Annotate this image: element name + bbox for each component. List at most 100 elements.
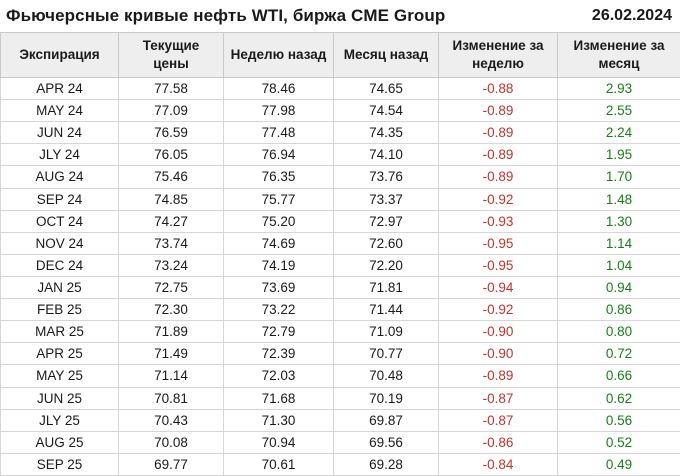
week-ago-cell: 73.69 xyxy=(223,275,334,300)
month-change-cell: 1.48 xyxy=(557,187,680,211)
table-row: JLY 24 76.05 76.94 74.10 -0.89 1.95 xyxy=(0,143,680,167)
month-ago-cell: 74.35 xyxy=(333,121,439,145)
table-row: JLY 25 70.43 71.30 69.87 -0.87 0.56 xyxy=(0,408,680,432)
month-ago-cell: 69.56 xyxy=(333,430,439,454)
month-change-cell: 1.70 xyxy=(557,165,680,189)
week-ago-cell: 70.94 xyxy=(223,430,334,454)
month-change-cell: 0.49 xyxy=(557,452,680,476)
current-price-cell: 70.81 xyxy=(118,386,224,410)
month-ago-cell: 74.10 xyxy=(333,143,439,167)
table-row: JUN 25 70.81 71.68 70.19 -0.87 0.62 xyxy=(0,386,680,410)
current-price-cell: 74.85 xyxy=(118,187,224,211)
week-change-cell: -0.92 xyxy=(438,187,558,211)
month-change-cell: 0.86 xyxy=(557,298,680,322)
week-change-cell: -0.89 xyxy=(438,99,558,123)
expiration-cell: MAY 25 xyxy=(0,364,119,388)
column-header-expiration: Экспирация xyxy=(0,32,119,78)
table-row: SEP 24 74.85 75.77 73.37 -0.92 1.48 xyxy=(0,187,680,211)
week-ago-cell: 71.30 xyxy=(223,408,334,432)
week-change-cell: -0.95 xyxy=(438,253,558,277)
week-change-cell: -0.92 xyxy=(438,298,558,322)
column-header-month-change: Изменение за месяц xyxy=(557,32,680,78)
month-ago-cell: 70.19 xyxy=(333,386,439,410)
expiration-cell: APR 24 xyxy=(0,76,119,101)
week-change-cell: -0.94 xyxy=(438,275,558,300)
month-change-cell: 2.24 xyxy=(557,121,680,145)
month-change-cell: 0.80 xyxy=(557,320,680,344)
current-price-cell: 70.43 xyxy=(118,408,224,432)
week-ago-cell: 74.69 xyxy=(223,231,334,255)
column-header-week-ago: Неделю назад xyxy=(223,32,334,78)
month-change-cell: 0.56 xyxy=(557,408,680,432)
column-header-week-change: Изменение за неделю xyxy=(438,32,558,78)
month-ago-cell: 72.97 xyxy=(333,209,439,233)
expiration-cell: AUG 25 xyxy=(0,430,119,454)
titlebar: Фьючерсные кривые нефть WTI, биржа CME G… xyxy=(0,0,680,32)
futures-table: Экспирация Текущие цены Неделю назад Мес… xyxy=(0,32,680,476)
current-price-cell: 72.30 xyxy=(118,298,224,322)
column-header-current-price: Текущие цены xyxy=(118,32,224,78)
week-change-cell: -0.90 xyxy=(438,320,558,344)
table-row: MAY 25 71.14 72.03 70.48 -0.89 0.66 xyxy=(0,364,680,388)
week-ago-cell: 75.20 xyxy=(223,209,334,233)
report-date: 26.02.2024 xyxy=(591,7,672,24)
month-ago-cell: 72.20 xyxy=(333,253,439,277)
expiration-cell: JUN 24 xyxy=(0,121,119,145)
month-change-cell: 1.95 xyxy=(557,143,680,167)
month-ago-cell: 69.87 xyxy=(333,408,439,432)
current-price-cell: 73.24 xyxy=(118,253,224,277)
table-row: MAR 25 71.89 72.79 71.09 -0.90 0.80 xyxy=(0,320,680,344)
week-ago-cell: 72.39 xyxy=(223,342,334,366)
week-ago-cell: 73.22 xyxy=(223,298,334,322)
month-ago-cell: 71.44 xyxy=(333,298,439,322)
month-ago-cell: 71.09 xyxy=(333,320,439,344)
table-row: AUG 25 70.08 70.94 69.56 -0.86 0.52 xyxy=(0,430,680,454)
month-ago-cell: 70.77 xyxy=(333,342,439,366)
week-change-cell: -0.93 xyxy=(438,209,558,233)
current-price-cell: 71.49 xyxy=(118,342,224,366)
expiration-cell: JLY 25 xyxy=(0,408,119,432)
week-change-cell: -0.87 xyxy=(438,386,558,410)
week-ago-cell: 74.19 xyxy=(223,253,334,277)
column-header-month-ago: Месяц назад xyxy=(333,32,439,78)
expiration-cell: APR 25 xyxy=(0,342,119,366)
week-ago-cell: 77.48 xyxy=(223,121,334,145)
month-ago-cell: 69.28 xyxy=(333,452,439,476)
current-price-cell: 71.89 xyxy=(118,320,224,344)
month-change-cell: 1.14 xyxy=(557,231,680,255)
current-price-cell: 69.77 xyxy=(118,452,224,476)
expiration-cell: JUN 25 xyxy=(0,386,119,410)
week-ago-cell: 72.79 xyxy=(223,320,334,344)
week-ago-cell: 71.68 xyxy=(223,386,334,410)
table-row: AUG 24 75.46 76.35 73.76 -0.89 1.70 xyxy=(0,165,680,189)
month-change-cell: 2.55 xyxy=(557,99,680,123)
expiration-cell: AUG 24 xyxy=(0,165,119,189)
expiration-cell: SEP 25 xyxy=(0,452,119,476)
week-change-cell: -0.89 xyxy=(438,364,558,388)
table-row: MAY 24 77.09 77.98 74.54 -0.89 2.55 xyxy=(0,99,680,123)
current-price-cell: 76.59 xyxy=(118,121,224,145)
current-price-cell: 75.46 xyxy=(118,165,224,189)
week-change-cell: -0.90 xyxy=(438,342,558,366)
expiration-cell: JLY 24 xyxy=(0,143,119,167)
week-ago-cell: 76.94 xyxy=(223,143,334,167)
week-change-cell: -0.89 xyxy=(438,121,558,145)
table-row: OCT 24 74.27 75.20 72.97 -0.93 1.30 xyxy=(0,209,680,233)
current-price-cell: 72.75 xyxy=(118,275,224,300)
expiration-cell: JAN 25 xyxy=(0,275,119,300)
week-change-cell: -0.86 xyxy=(438,430,558,454)
week-ago-cell: 72.03 xyxy=(223,364,334,388)
week-change-cell: -0.88 xyxy=(438,76,558,101)
table-row: JAN 25 72.75 73.69 71.81 -0.94 0.94 xyxy=(0,275,680,300)
week-change-cell: -0.89 xyxy=(438,165,558,189)
week-ago-cell: 70.61 xyxy=(223,452,334,476)
current-price-cell: 77.09 xyxy=(118,99,224,123)
table-row: SEP 25 69.77 70.61 69.28 -0.84 0.49 xyxy=(0,452,680,476)
week-ago-cell: 78.46 xyxy=(223,76,334,101)
expiration-cell: MAY 24 xyxy=(0,99,119,123)
current-price-cell: 76.05 xyxy=(118,143,224,167)
header-row: Экспирация Текущие цены Неделю назад Мес… xyxy=(0,32,680,78)
month-ago-cell: 70.48 xyxy=(333,364,439,388)
page-title: Фьючерсные кривые нефть WTI, биржа CME G… xyxy=(6,6,446,25)
